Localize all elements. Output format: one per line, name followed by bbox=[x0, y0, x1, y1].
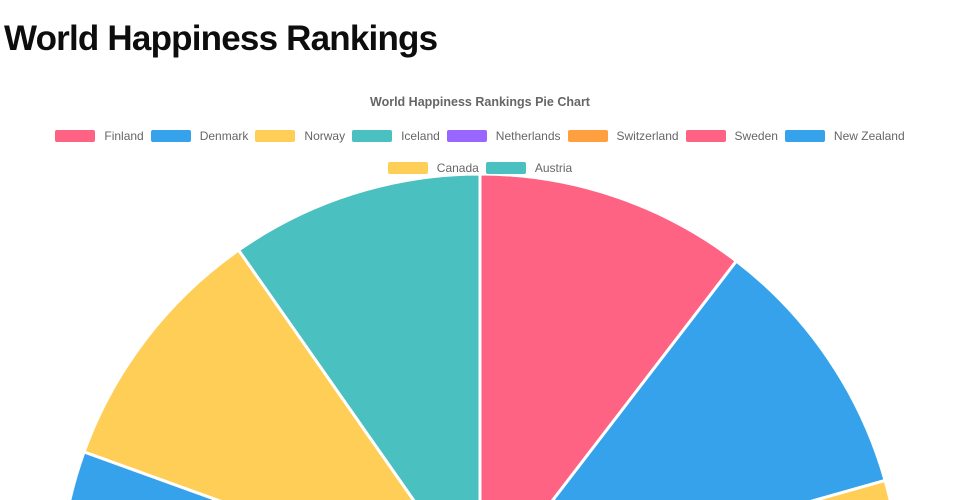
legend-item-sweden[interactable]: Sweden bbox=[682, 129, 781, 143]
page-title: World Happiness Rankings bbox=[4, 19, 438, 58]
legend-label-austria: Austria bbox=[534, 161, 573, 175]
legend-label-finland: Finland bbox=[104, 129, 144, 143]
legend-swatch-iceland bbox=[352, 130, 393, 142]
legend-swatch-norway bbox=[255, 130, 296, 142]
legend-item-netherlands[interactable]: Netherlands bbox=[443, 129, 564, 143]
legend-swatch-denmark bbox=[150, 130, 191, 142]
legend-swatch-finland bbox=[55, 130, 96, 142]
legend-swatch-canada bbox=[387, 162, 428, 174]
chart-title: World Happiness Rankings Pie Chart bbox=[370, 95, 590, 109]
legend-swatch-new-zealand bbox=[784, 130, 825, 142]
legend-swatch-austria bbox=[485, 162, 526, 174]
legend-label-netherlands: Netherlands bbox=[495, 129, 561, 143]
legend-label-canada: Canada bbox=[436, 161, 479, 175]
legend-label-new-zealand: New Zealand bbox=[833, 129, 905, 143]
pie-slice-finland[interactable] bbox=[478, 172, 738, 500]
pie-slice-canada[interactable] bbox=[82, 248, 480, 500]
legend-item-denmark[interactable]: Denmark bbox=[147, 129, 252, 143]
pie-slice-austria[interactable] bbox=[237, 172, 482, 500]
legend-label-sweden: Sweden bbox=[734, 129, 778, 143]
pie-slice-norway[interactable] bbox=[480, 478, 901, 500]
legend-swatch-switzerland bbox=[567, 130, 608, 142]
legend-label-switzerland: Switzerland bbox=[616, 129, 679, 143]
legend-item-new-zealand[interactable]: New Zealand bbox=[781, 129, 908, 143]
legend-item-canada[interactable]: Canada bbox=[384, 161, 482, 175]
chart-legend: Finland Denmark Norway Iceland Netherlands Sw… bbox=[0, 129, 960, 175]
legend-swatch-sweden bbox=[685, 130, 726, 142]
legend-swatch-netherlands bbox=[446, 130, 487, 142]
legend-label-denmark: Denmark bbox=[199, 129, 249, 143]
pie-slice-denmark[interactable] bbox=[480, 259, 887, 500]
legend-label-norway: Norway bbox=[304, 129, 346, 143]
legend-item-finland[interactable]: Finland bbox=[52, 129, 147, 143]
legend-item-switzerland[interactable]: Switzerland bbox=[564, 129, 682, 143]
legend-item-austria[interactable]: Austria bbox=[482, 161, 575, 175]
legend-item-iceland[interactable]: Iceland bbox=[349, 129, 444, 143]
legend-label-iceland: Iceland bbox=[401, 129, 440, 143]
legend-item-norway[interactable]: Norway bbox=[252, 129, 349, 143]
